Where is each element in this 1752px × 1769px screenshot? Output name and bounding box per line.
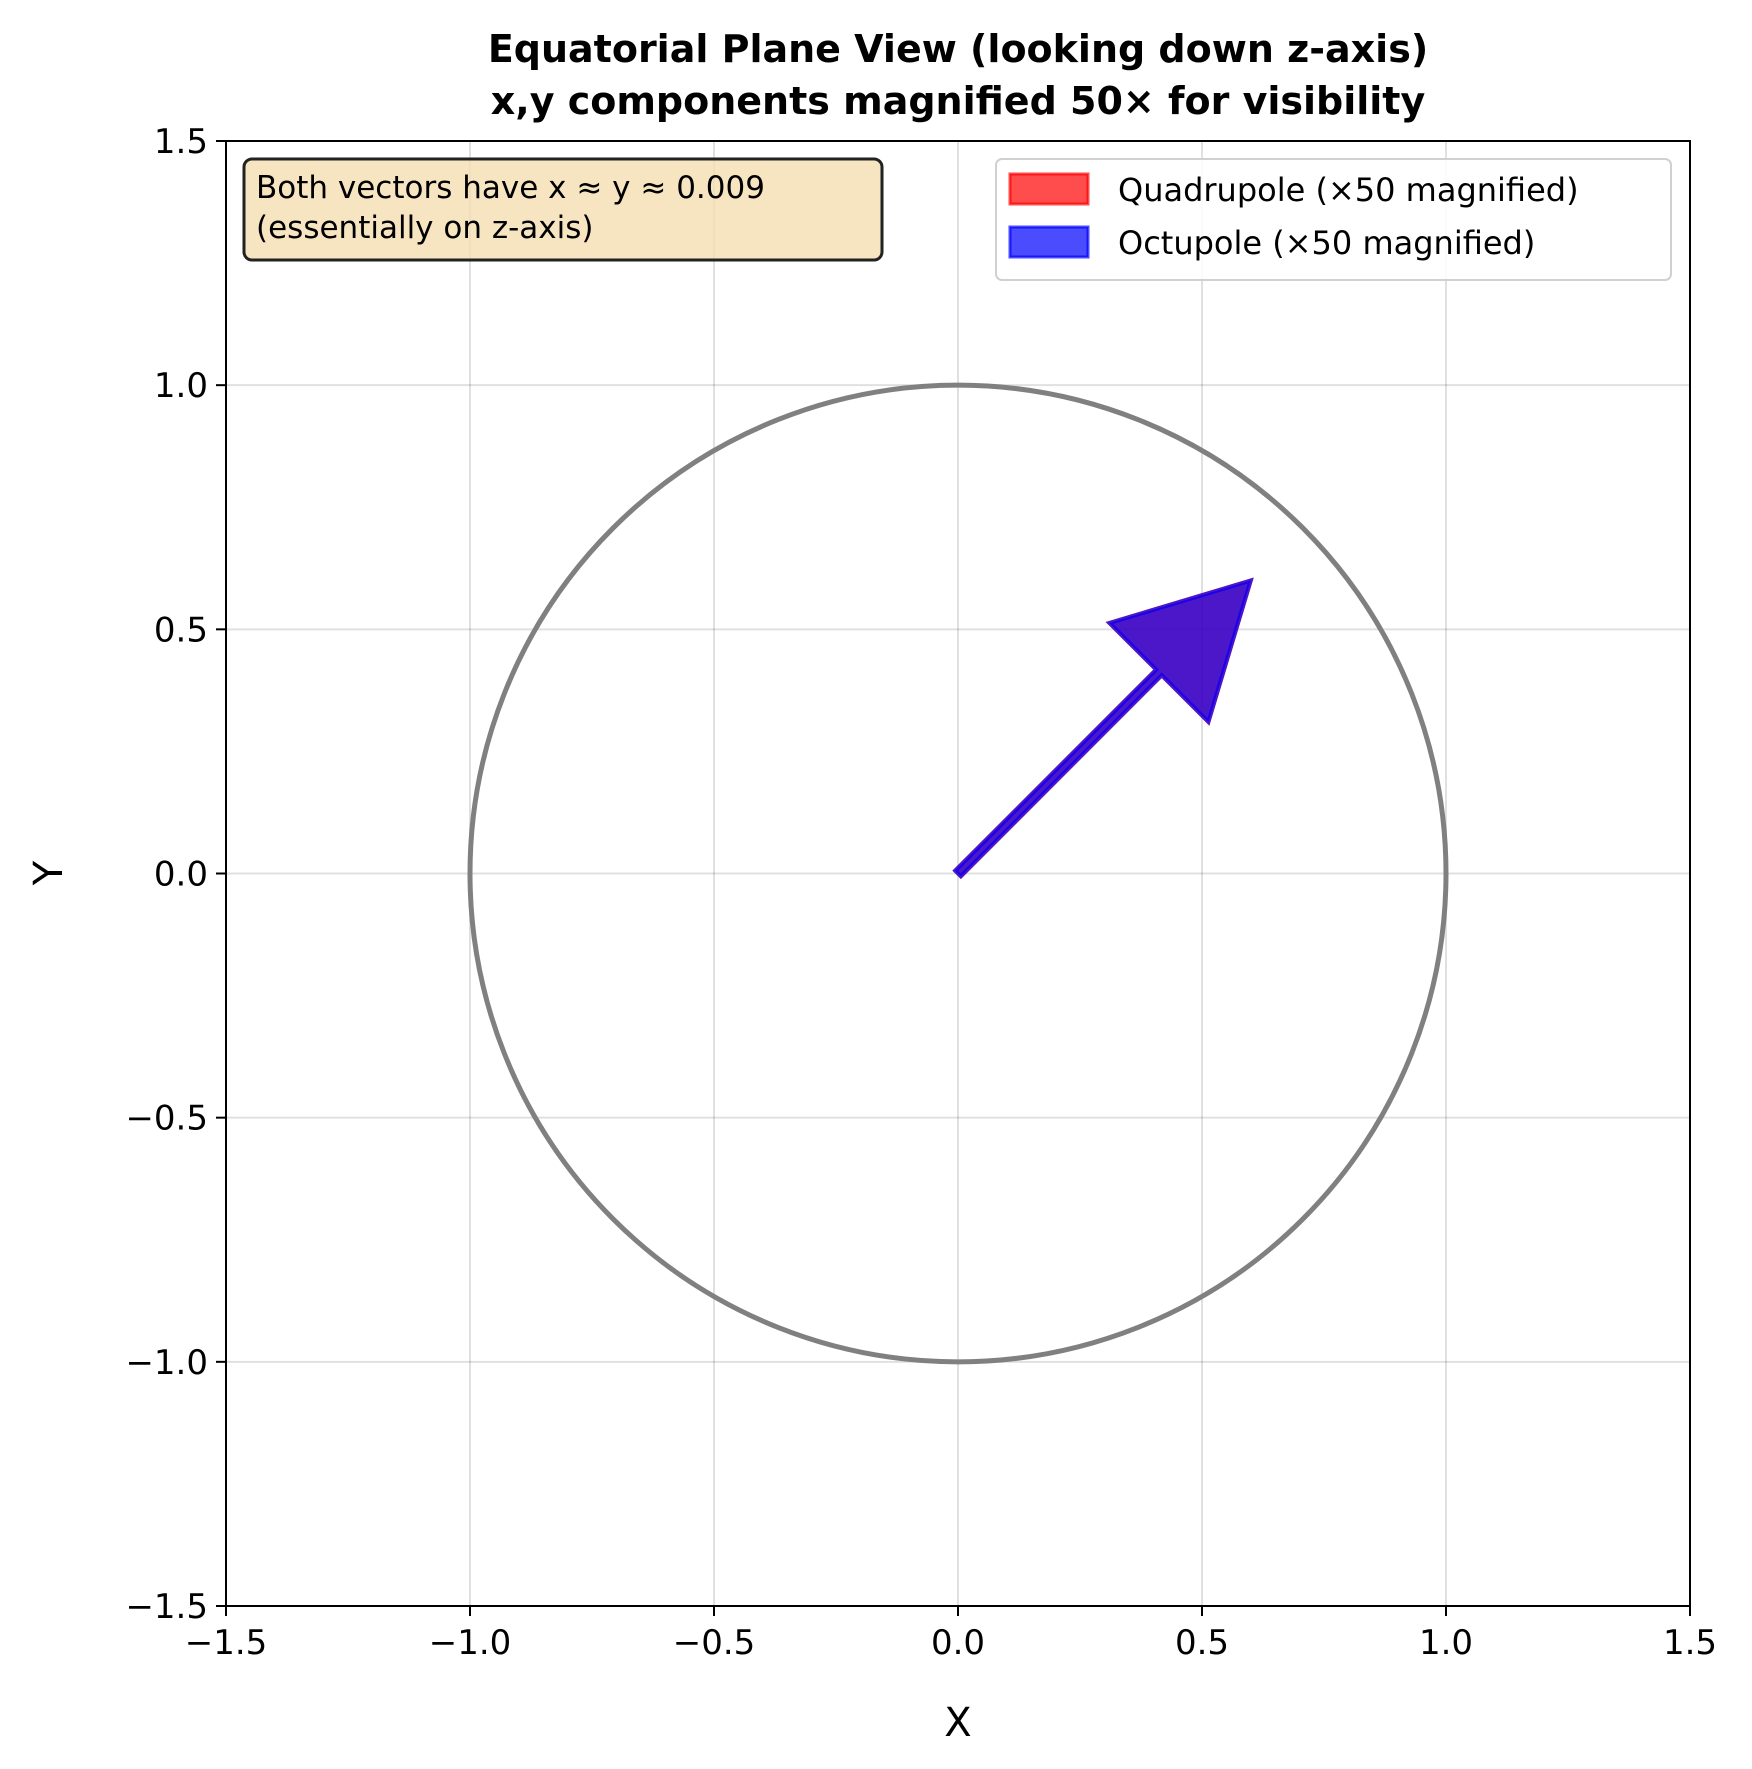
y-tick-label: 1.5: [154, 122, 208, 162]
x-tick-label: 1.0: [1419, 1623, 1473, 1663]
y-tick-label: −1.5: [125, 1587, 208, 1627]
octupole-arrow: [952, 577, 1254, 880]
annotation-box: Both vectors have x ≈ y ≈ 0.009 (essentia…: [242, 157, 884, 262]
y-tick-label: −0.5: [125, 1099, 208, 1139]
y-tick-label: 0.0: [154, 855, 208, 895]
y-axis-ticks: −1.5 −1.0 −0.5 0.0 0.5 1.0 1.5: [125, 122, 226, 1627]
legend-label-octupole: Octupole (×50 magnified): [1118, 224, 1535, 262]
x-tick-label: −1.0: [429, 1623, 512, 1663]
y-tick-label: 1.0: [154, 366, 208, 406]
legend-swatch-quadrupole: [1008, 172, 1090, 206]
unit-circle: [467, 382, 1449, 1365]
x-tick-label: −1.5: [185, 1623, 268, 1663]
annotation-background: [242, 157, 884, 262]
x-tick-label: 1.5: [1663, 1623, 1717, 1663]
x-axis-ticks: −1.5 −1.0 −0.5 0.0 0.5 1.0 1.5: [185, 1606, 1717, 1663]
x-tick-label: 0.5: [1175, 1623, 1229, 1663]
legend: Quadrupole (×50 magnified) Octupole (×50 …: [995, 158, 1672, 281]
y-tick-label: −1.0: [125, 1343, 208, 1383]
legend-swatch-octupole: [1008, 225, 1090, 259]
plot-area: [467, 382, 1449, 1365]
chart-title: Equatorial Plane View (looking down z-ax…: [488, 27, 1428, 71]
x-axis-label: X: [944, 1700, 971, 1746]
legend-frame: [995, 158, 1672, 281]
y-axis-label: Y: [26, 860, 72, 886]
y-tick-label: 0.5: [154, 610, 208, 650]
annotation-text: Both vectors have x ≈ y ≈ 0.009: [256, 170, 765, 206]
x-tick-label: 0.0: [931, 1623, 985, 1663]
chart-subtitle: x,y components magnified 50× for visibil…: [491, 79, 1426, 123]
x-tick-label: −0.5: [673, 1623, 756, 1663]
legend-label-quadrupole: Quadrupole (×50 magnified): [1118, 171, 1579, 209]
annotation-text: (essentially on z-axis): [256, 210, 594, 246]
